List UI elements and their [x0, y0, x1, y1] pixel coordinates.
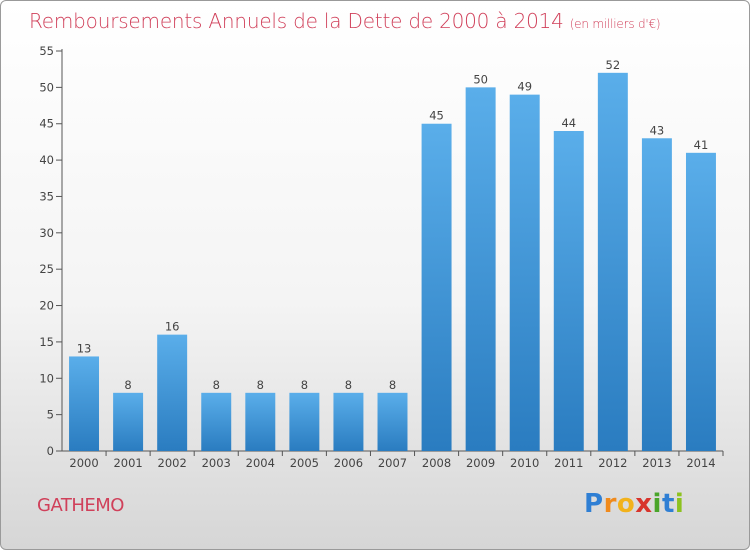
bar-2007: [377, 392, 408, 451]
logo-letter: t: [661, 489, 675, 519]
x-tick-label: 2003: [202, 456, 231, 470]
data-label: 8: [213, 378, 220, 392]
x-tick-label: 2008: [422, 456, 451, 470]
y-tick-label: 15: [39, 335, 54, 349]
logo-letter: x: [635, 489, 653, 519]
y-tick-label: 40: [39, 153, 54, 167]
x-tick-label: 2013: [642, 456, 671, 470]
x-tick-label: 2014: [686, 456, 715, 470]
bar-2002: [157, 334, 188, 451]
y-tick-label: 5: [47, 408, 54, 422]
data-label: 16: [165, 320, 180, 334]
chart-title: Remboursements Annuels de la Dette de 20…: [29, 9, 661, 33]
data-label: 8: [124, 378, 131, 392]
x-tick-label: 2000: [69, 456, 98, 470]
y-tick-label: 55: [39, 44, 54, 58]
axes: 0 5 10 15 20 25 30 35 40 45 50 55 2000 2001 2002 2003 20…: [39, 44, 724, 470]
logo-letter: i: [652, 489, 662, 519]
x-tick-label: 2009: [466, 456, 495, 470]
bar-2012: [597, 72, 628, 452]
data-label: 44: [561, 116, 576, 130]
commune-name: GATHEMO: [37, 495, 124, 516]
data-label: 52: [606, 58, 621, 72]
bars: 13 8 16 8 8 8 8 8 45 50 49 44 52 43 41: [69, 58, 716, 452]
data-label: 8: [389, 378, 396, 392]
x-tick-label: 2005: [290, 456, 319, 470]
y-tick-label: 0: [47, 444, 54, 458]
data-label: 8: [301, 378, 308, 392]
y-tick-label: 25: [39, 262, 54, 276]
logo-letter: i: [674, 489, 685, 519]
logo-letter: r: [603, 489, 617, 519]
data-label: 8: [257, 378, 264, 392]
bar-2005: [289, 392, 320, 451]
data-label: 43: [650, 123, 665, 137]
bar-2014: [685, 152, 716, 451]
bar-2010: [509, 94, 540, 452]
proxiti-logo: Proxiti: [584, 489, 684, 519]
data-label: 49: [517, 80, 532, 94]
bar-2006: [333, 392, 364, 451]
x-tick-label: 2001: [113, 456, 142, 470]
x-tick-label: 2007: [378, 456, 407, 470]
bar-2000: [69, 356, 100, 451]
data-label: 41: [694, 138, 709, 152]
bar-2001: [113, 392, 144, 451]
x-tick-label: 2002: [158, 456, 187, 470]
x-tick-label: 2006: [334, 456, 363, 470]
logo-letter: P: [584, 489, 604, 519]
data-label: 13: [77, 341, 92, 355]
x-tick-label: 2004: [246, 456, 275, 470]
bar-2008: [421, 123, 452, 452]
y-tick-label: 35: [39, 189, 54, 203]
bar-2013: [641, 138, 672, 452]
title-text: Remboursements Annuels de la Dette de 20…: [29, 9, 564, 33]
x-tick-label: 2012: [598, 456, 627, 470]
bar-2004: [245, 392, 276, 451]
y-tick-label: 45: [39, 117, 54, 131]
logo-letter: o: [616, 489, 636, 519]
unit-label: (en milliers d'€): [569, 17, 661, 31]
bar-2009: [465, 87, 496, 451]
y-tick-label: 10: [39, 371, 54, 385]
y-tick-label: 20: [39, 299, 54, 313]
bar-2011: [553, 131, 584, 451]
data-label: 8: [345, 378, 352, 392]
data-label: 45: [429, 109, 444, 123]
y-tick-label: 50: [39, 80, 54, 94]
bar-2003: [201, 392, 232, 451]
y-tick-label: 30: [39, 226, 54, 240]
x-tick-label: 2010: [510, 456, 539, 470]
data-label: 50: [473, 72, 488, 86]
x-tick-label: 2011: [554, 456, 583, 470]
